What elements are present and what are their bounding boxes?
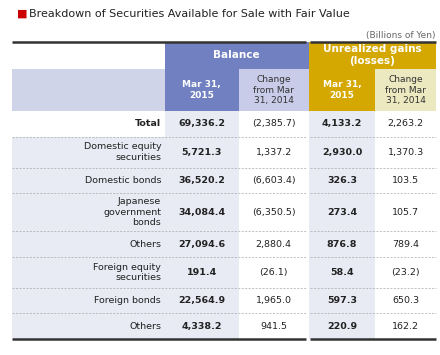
- Text: 103.5: 103.5: [392, 176, 419, 185]
- Bar: [239, 69, 308, 111]
- Text: 69,336.2: 69,336.2: [178, 119, 225, 129]
- Bar: [375, 168, 436, 193]
- Text: Breakdown of Securities Available for Sale with Fair Value: Breakdown of Securities Available for Sa…: [29, 9, 349, 19]
- Bar: [375, 257, 436, 288]
- Text: 22,564.9: 22,564.9: [178, 296, 225, 305]
- Text: Balance: Balance: [213, 50, 260, 60]
- Text: 1,337.2: 1,337.2: [256, 148, 292, 157]
- Text: 789.4: 789.4: [392, 240, 419, 249]
- Bar: [12, 257, 165, 288]
- Text: (6,350.5): (6,350.5): [252, 208, 296, 217]
- Bar: [12, 313, 165, 339]
- Bar: [239, 111, 308, 137]
- Bar: [239, 137, 308, 168]
- Bar: [165, 168, 239, 193]
- Text: Domestic bonds: Domestic bonds: [84, 176, 161, 185]
- Text: 2,880.4: 2,880.4: [256, 240, 292, 249]
- Text: 597.3: 597.3: [327, 296, 357, 305]
- Text: 58.4: 58.4: [330, 268, 354, 277]
- Text: Mar 31,
2015: Mar 31, 2015: [323, 81, 361, 100]
- Bar: [375, 137, 436, 168]
- Text: (2,385.7): (2,385.7): [252, 119, 296, 129]
- Bar: [308, 69, 375, 111]
- Bar: [165, 288, 239, 313]
- Text: 34,084.4: 34,084.4: [178, 208, 225, 217]
- Bar: [308, 111, 375, 137]
- Bar: [308, 288, 375, 313]
- Bar: [239, 193, 308, 231]
- Bar: [165, 313, 239, 339]
- Bar: [165, 111, 239, 137]
- Bar: [12, 193, 165, 231]
- Text: 273.4: 273.4: [327, 208, 357, 217]
- Text: Foreign equity
securities: Foreign equity securities: [93, 263, 161, 282]
- Bar: [308, 193, 375, 231]
- Text: 27,094.6: 27,094.6: [178, 240, 225, 249]
- Bar: [375, 111, 436, 137]
- Bar: [165, 231, 239, 257]
- Bar: [12, 288, 165, 313]
- Bar: [308, 231, 375, 257]
- Bar: [375, 193, 436, 231]
- Text: Foreign bonds: Foreign bonds: [95, 296, 161, 305]
- Text: (23.2): (23.2): [391, 268, 420, 277]
- Text: Japanese
government
bonds: Japanese government bonds: [103, 197, 161, 227]
- Bar: [12, 137, 165, 168]
- Text: 2,930.0: 2,930.0: [322, 148, 362, 157]
- Text: 4,338.2: 4,338.2: [181, 322, 222, 331]
- Text: Change
from Mar
31, 2014: Change from Mar 31, 2014: [385, 75, 426, 105]
- Text: ■: ■: [17, 9, 27, 19]
- Text: 326.3: 326.3: [327, 176, 357, 185]
- Bar: [375, 231, 436, 257]
- Bar: [165, 193, 239, 231]
- Text: 162.2: 162.2: [392, 322, 419, 331]
- Bar: [375, 288, 436, 313]
- Bar: [239, 231, 308, 257]
- Text: 191.4: 191.4: [187, 268, 217, 277]
- Text: 650.3: 650.3: [392, 296, 419, 305]
- Bar: [239, 168, 308, 193]
- Text: Unrealized gains
(losses): Unrealized gains (losses): [323, 44, 422, 66]
- Text: Mar 31,
2015: Mar 31, 2015: [183, 81, 221, 100]
- Text: Others: Others: [129, 240, 161, 249]
- Text: (Billions of Yen): (Billions of Yen): [366, 31, 436, 40]
- Bar: [308, 168, 375, 193]
- Text: 220.9: 220.9: [327, 322, 357, 331]
- Text: 5,721.3: 5,721.3: [182, 148, 222, 157]
- Bar: [239, 288, 308, 313]
- Text: Others: Others: [129, 322, 161, 331]
- Text: 1,370.3: 1,370.3: [388, 148, 424, 157]
- Text: Change
from Mar
31, 2014: Change from Mar 31, 2014: [253, 75, 294, 105]
- Bar: [12, 111, 165, 137]
- Bar: [375, 313, 436, 339]
- Text: 105.7: 105.7: [392, 208, 419, 217]
- Text: 1,965.0: 1,965.0: [256, 296, 292, 305]
- Text: 876.8: 876.8: [327, 240, 357, 249]
- Text: 2,263.2: 2,263.2: [388, 119, 424, 129]
- Text: 36,520.2: 36,520.2: [178, 176, 225, 185]
- Text: Domestic equity
securities: Domestic equity securities: [84, 142, 161, 162]
- Text: 4,133.2: 4,133.2: [322, 119, 362, 129]
- Bar: [12, 231, 165, 257]
- Bar: [308, 257, 375, 288]
- Bar: [165, 137, 239, 168]
- Bar: [12, 168, 165, 193]
- Bar: [12, 69, 165, 111]
- Text: Total: Total: [135, 119, 161, 129]
- Bar: [308, 313, 375, 339]
- Bar: [165, 257, 239, 288]
- Bar: [239, 257, 308, 288]
- Text: (26.1): (26.1): [260, 268, 288, 277]
- Bar: [165, 42, 308, 69]
- Bar: [308, 42, 436, 69]
- Text: (6,603.4): (6,603.4): [252, 176, 296, 185]
- Bar: [165, 69, 239, 111]
- Bar: [308, 137, 375, 168]
- Text: 941.5: 941.5: [260, 322, 287, 331]
- Bar: [375, 69, 436, 111]
- Bar: [239, 313, 308, 339]
